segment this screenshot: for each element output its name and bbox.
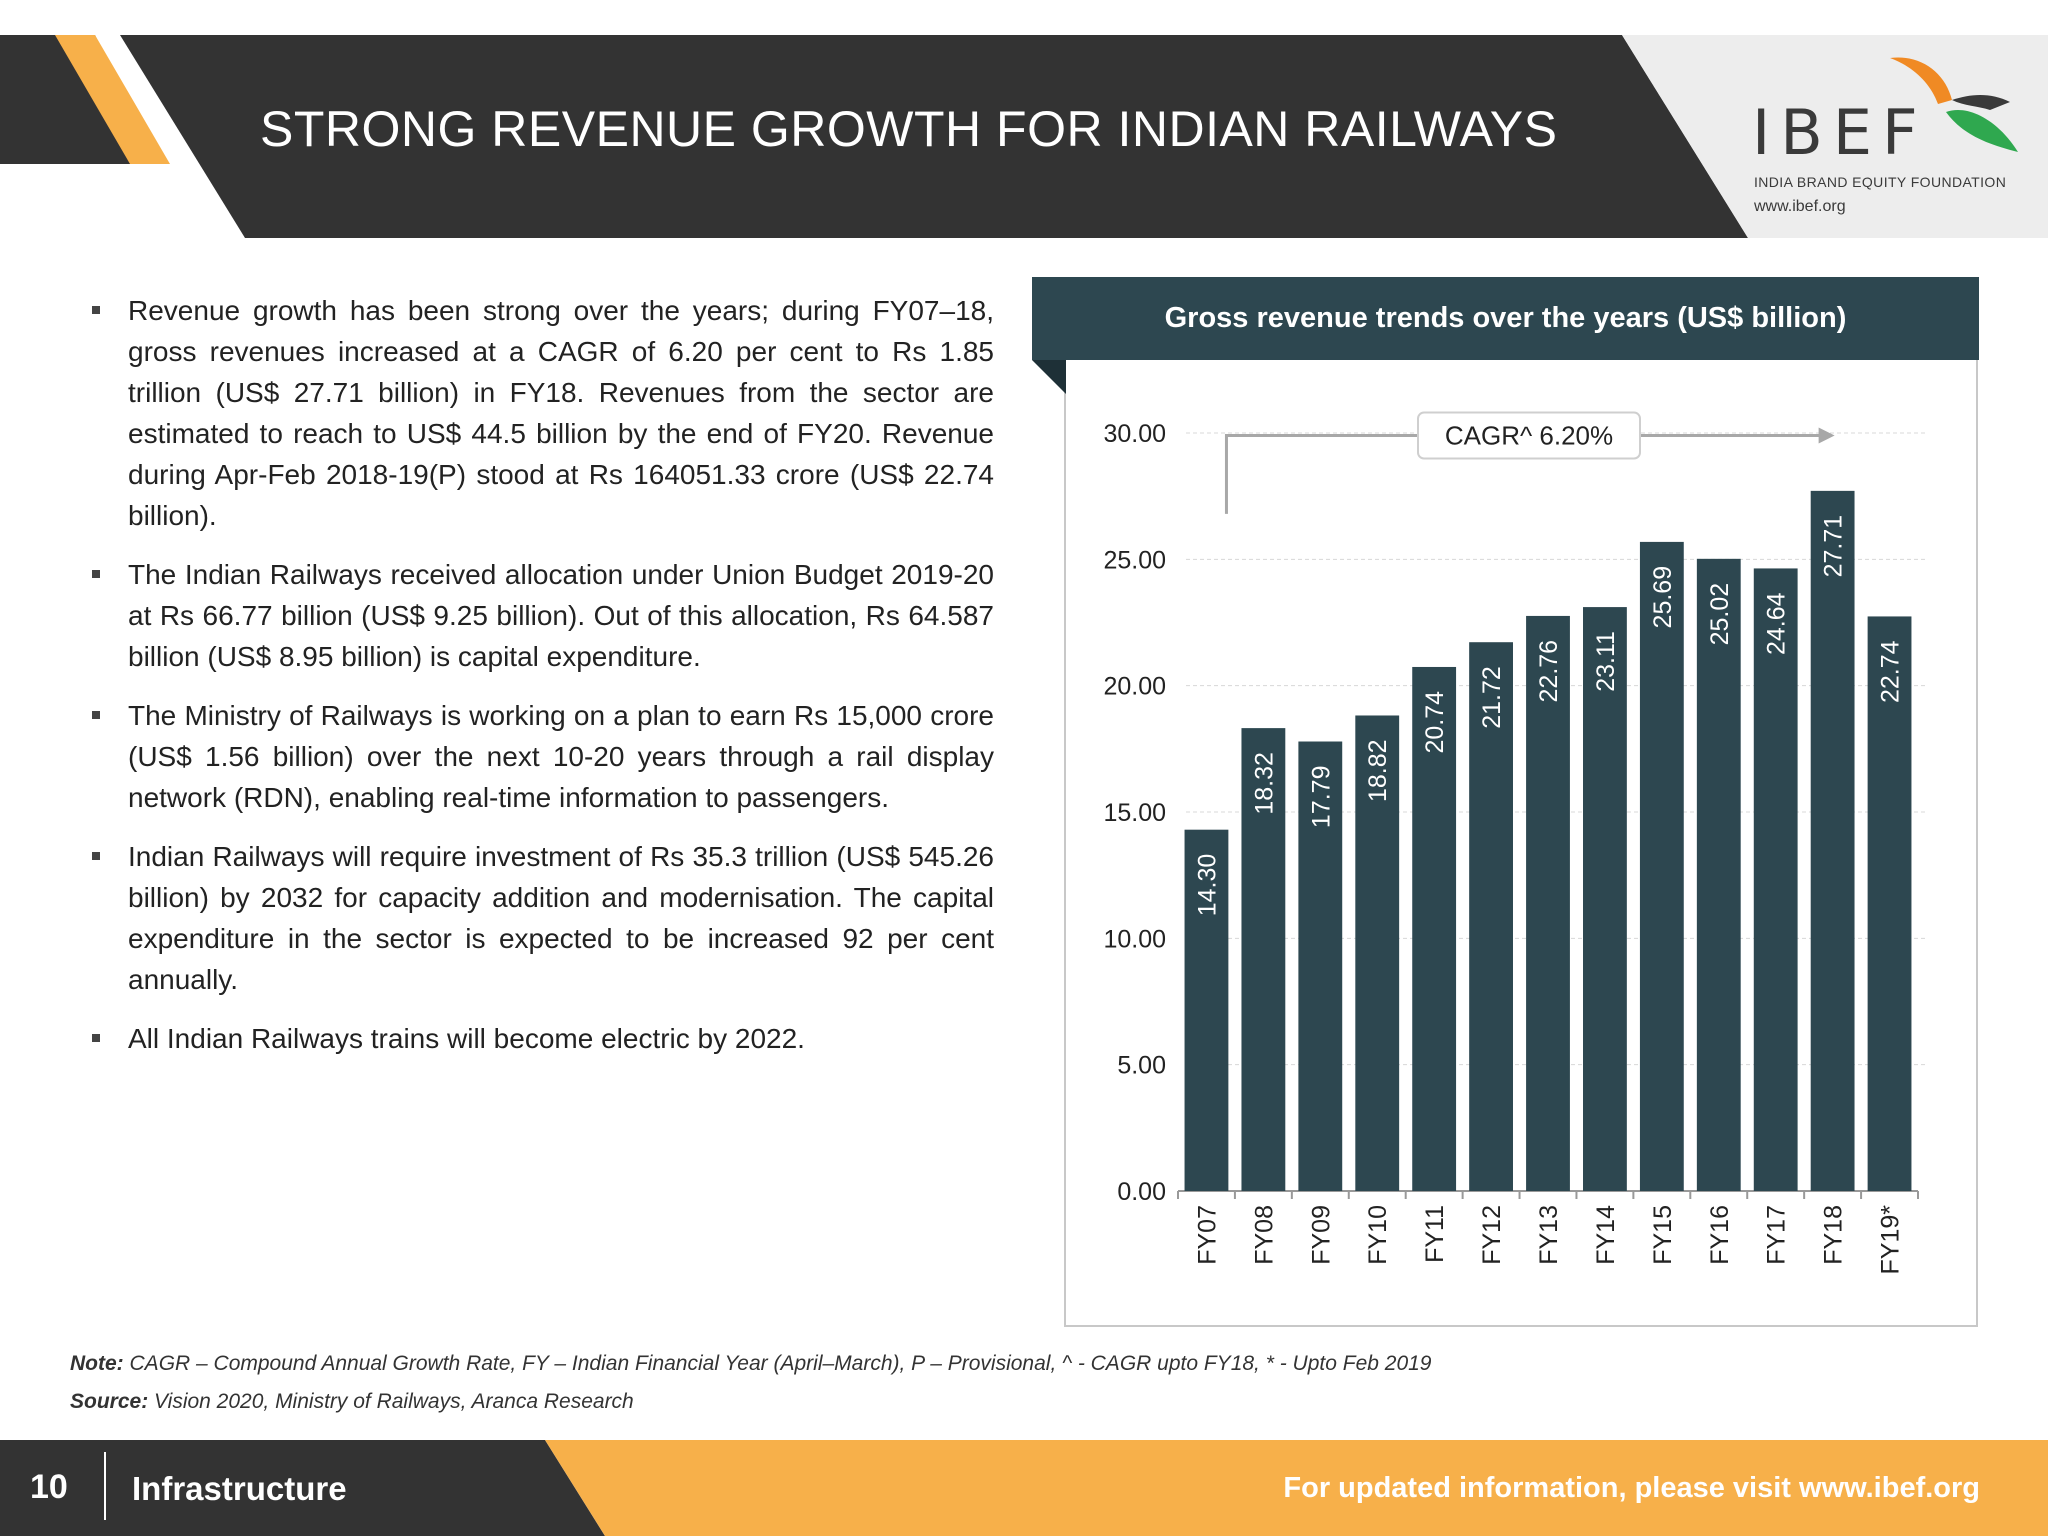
cagr-arrow-head <box>1818 427 1835 444</box>
data-label: 25.69 <box>1649 566 1677 629</box>
bar <box>1696 558 1741 1191</box>
bullet-item: The Ministry of Railways is working on a… <box>88 695 994 818</box>
page-number: 10 <box>30 1468 68 1506</box>
y-tick-label: 5.00 <box>1117 1052 1166 1080</box>
header-accent-stripe <box>55 35 170 164</box>
bullet-list: Revenue growth has been strong over the … <box>88 290 994 1077</box>
bar <box>1412 666 1457 1191</box>
source: Source: Vision 2020, Ministry of Railway… <box>70 1390 634 1414</box>
y-tick-label: 15.00 <box>1103 799 1166 827</box>
y-tick-label: 25.00 <box>1103 546 1166 574</box>
data-label: 21.72 <box>1478 666 1506 729</box>
data-label: 22.74 <box>1877 640 1905 703</box>
y-tick-label: 0.00 <box>1117 1178 1166 1206</box>
chart-title: Gross revenue trends over the years (US$… <box>1032 277 1979 360</box>
data-label: 17.79 <box>1307 766 1335 829</box>
ibef-logo-text: IBEF <box>1752 96 1928 169</box>
category-label: FY10 <box>1364 1205 1392 1265</box>
bullet-item: Revenue growth has been strong over the … <box>88 290 994 536</box>
footer-dark-band <box>0 1440 605 1536</box>
bar <box>1867 616 1912 1191</box>
y-tick-label: 30.00 <box>1103 420 1166 448</box>
data-label: 23.11 <box>1592 631 1620 692</box>
data-label: 27.71 <box>1820 515 1848 578</box>
bar <box>1583 607 1627 1191</box>
bar <box>1753 568 1798 1191</box>
data-label: 18.82 <box>1364 739 1392 802</box>
bullet-item: Indian Railways will require investment … <box>88 836 994 1000</box>
category-label: FY13 <box>1535 1205 1563 1265</box>
bar <box>1355 715 1400 1191</box>
bar <box>1298 741 1343 1191</box>
cagr-annotation-text: CAGR^ 6.20% <box>1445 421 1613 451</box>
chart-header-fold <box>1032 360 1066 394</box>
category-label: FY12 <box>1478 1205 1506 1265</box>
bullet-item: The Indian Railways received allocation … <box>88 554 994 677</box>
bar <box>1639 541 1684 1191</box>
category-label: FY07 <box>1193 1205 1221 1265</box>
y-tick-label: 20.00 <box>1103 673 1166 701</box>
page-title: STRONG REVENUE GROWTH FOR INDIAN RAILWAY… <box>260 101 1558 157</box>
bar <box>1184 829 1229 1191</box>
note-label: Note: <box>70 1352 124 1375</box>
bar <box>1810 490 1855 1191</box>
ibef-bird-logo-icon <box>1890 57 2018 152</box>
ibef-logo-subtitle: INDIA BRAND EQUITY FOUNDATION <box>1754 174 2007 190</box>
category-label: FY19* <box>1877 1205 1905 1275</box>
footer-divider <box>104 1452 106 1520</box>
data-label: 20.74 <box>1421 691 1449 754</box>
data-label: 22.76 <box>1535 640 1563 703</box>
data-label: 25.02 <box>1706 583 1734 646</box>
bar-chart: 0.00 5.00 10.00 15.00 20.00 25.00 30.00 14.30 FY… <box>1103 411 1926 1275</box>
ibef-logo-url: www.ibef.org <box>1754 198 1846 215</box>
y-tick-label: 10.00 <box>1103 925 1166 953</box>
category-label: FY08 <box>1250 1205 1278 1265</box>
note: Note: CAGR – Compound Annual Growth Rate… <box>70 1352 1432 1376</box>
data-label: 24.64 <box>1763 592 1791 655</box>
category-label: FY16 <box>1706 1205 1734 1265</box>
bar <box>1526 615 1570 1191</box>
source-text: Vision 2020, Ministry of Railways, Aranc… <box>154 1390 634 1413</box>
data-label: 18.32 <box>1250 752 1278 815</box>
category-label: FY14 <box>1592 1205 1620 1265</box>
note-text: CAGR – Compound Annual Growth Rate, FY –… <box>129 1352 1432 1375</box>
header-title-band <box>120 35 1748 238</box>
category-label: FY09 <box>1307 1205 1335 1265</box>
category-label: FY17 <box>1763 1205 1791 1265</box>
bullet-item: All Indian Railways trains will become e… <box>88 1018 994 1059</box>
section-name: Infrastructure <box>132 1470 347 1507</box>
category-label: FY18 <box>1820 1205 1848 1265</box>
footer-accent-band <box>545 1440 2048 1536</box>
data-label: 14.30 <box>1193 854 1221 917</box>
category-label: FY11 <box>1421 1205 1449 1263</box>
cagr-annotation-box <box>1417 411 1641 460</box>
source-label: Source: <box>70 1390 149 1413</box>
footer-website-link[interactable]: For updated information, please visit ww… <box>1283 1472 1980 1504</box>
category-label: FY15 <box>1649 1205 1677 1265</box>
bar <box>1469 642 1513 1191</box>
bar <box>1241 728 1286 1191</box>
